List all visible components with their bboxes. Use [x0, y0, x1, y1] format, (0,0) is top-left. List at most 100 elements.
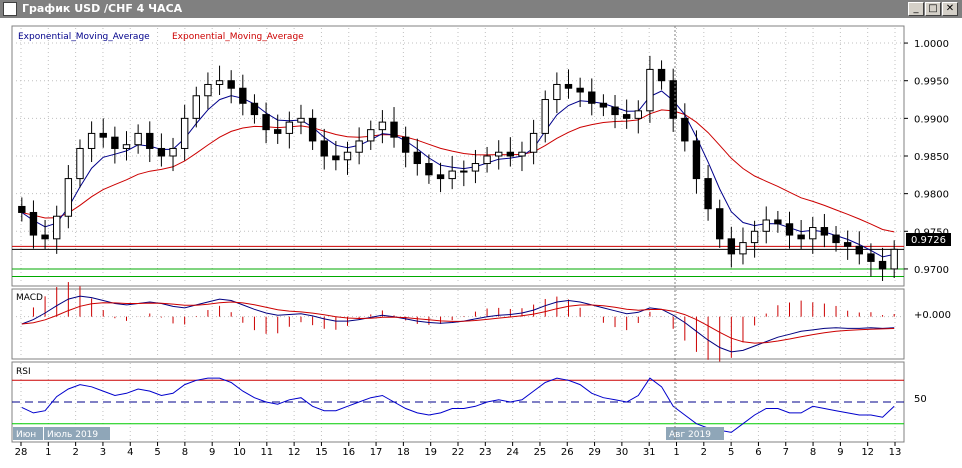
candle-body	[622, 114, 631, 119]
x-tick-label: 9	[837, 447, 843, 458]
ema-slow-line	[21, 109, 895, 233]
candle-body	[111, 136, 119, 149]
candle-body	[774, 219, 782, 225]
candle-body	[157, 147, 166, 157]
candle-body	[820, 227, 829, 236]
y-tick-label: 0.9950	[914, 77, 949, 88]
x-tick-label: 13	[889, 447, 902, 458]
ema-fast-line	[21, 90, 895, 258]
rsi-panel[interactable]: RSI 50	[11, 361, 927, 443]
price-panel[interactable]: 1.00000.99500.99000.98500.98000.97500.97…	[11, 25, 951, 287]
x-tick-label: 10	[233, 447, 246, 458]
candle-body	[227, 80, 235, 89]
candle-body	[180, 117, 189, 149]
month-tag-july-bg	[44, 427, 110, 440]
x-axis-ticks: 28 1 2 3 4 5 8 9 10 11 12 15 16 17 18 19 22 23 24 25 26 29 30 3…	[15, 442, 902, 458]
x-tick-label: 26	[561, 447, 574, 458]
candle-body	[378, 121, 387, 131]
candle-body	[878, 260, 887, 270]
candles	[18, 55, 898, 281]
x-tick-label: 8	[182, 447, 188, 458]
legend-ema-slow: Exponential_Moving_Average	[172, 32, 304, 42]
month-tag-june: Июн	[16, 430, 36, 440]
candle-body	[390, 121, 398, 138]
x-tick-label: 2	[701, 447, 707, 458]
candle-body	[657, 68, 666, 82]
candle-body	[692, 140, 701, 180]
candle-body	[553, 83, 561, 101]
x-tick-label: 5	[728, 447, 734, 458]
x-tick-label: 5	[154, 447, 160, 458]
candle-body	[122, 144, 131, 149]
candle-body	[99, 132, 107, 138]
candle-body	[448, 170, 456, 180]
candle-body	[890, 248, 898, 270]
x-tick-label: 9	[209, 447, 215, 458]
restore-button[interactable]: □	[925, 2, 941, 16]
rsi-line	[21, 377, 895, 433]
y-tick-label: 1.0000	[914, 39, 949, 50]
y-tick-label: 0.9700	[914, 265, 949, 276]
current-price-label: 0.9726	[911, 235, 946, 246]
candle-body	[681, 117, 689, 142]
x-tick-label: 4	[127, 447, 133, 458]
chart-svg[interactable]: 1.00000.99500.99000.98500.98000.97500.97…	[0, 18, 962, 468]
y-tick-label: 0.9850	[914, 152, 949, 163]
candle-body	[355, 140, 363, 153]
candle-body	[239, 87, 247, 104]
close-button[interactable]: ✕	[942, 2, 958, 16]
candle-body	[576, 87, 584, 93]
x-tick-label: 12	[288, 447, 301, 458]
chart-canvas[interactable]: 1.0000 0.9950 0.9900 0.9850 0.9800 0.9750 0.97…	[0, 18, 962, 468]
x-tick-label: 19	[424, 447, 437, 458]
current-price-tag	[906, 233, 951, 246]
month-tag-july: Июль 2019	[47, 430, 98, 440]
x-tick-label: 15	[315, 447, 328, 458]
candle-body	[332, 155, 340, 161]
candle-body	[460, 170, 468, 173]
candle-body	[53, 215, 61, 240]
window-titlebar[interactable]: График USD /CHF 4 ЧАСА _ □ ✕	[0, 0, 962, 18]
x-tick-label: 24	[506, 447, 519, 458]
candle-body	[343, 151, 352, 161]
x-tick-label: 2	[72, 447, 78, 458]
rsi-mid-tick: 50	[914, 394, 927, 405]
candle-body	[64, 178, 73, 217]
x-tick-label: 18	[397, 447, 410, 458]
x-tick-label: 6	[755, 447, 761, 458]
x-tick-label: 8	[810, 447, 816, 458]
candle-body	[495, 151, 503, 157]
month-tag-august-bg	[666, 427, 724, 440]
candle-body	[250, 102, 259, 116]
x-tick-label: 1	[673, 447, 679, 458]
x-tick-label: 29	[588, 447, 601, 458]
month-tag-june-bg	[13, 427, 43, 440]
x-tick-label: 25	[534, 447, 547, 458]
candle-body	[599, 102, 608, 108]
macd-panel[interactable]: MACD +0.000	[11, 282, 951, 363]
candle-body	[634, 110, 642, 119]
month-tag-august: Авг 2019	[669, 430, 711, 440]
candle-body	[18, 205, 26, 213]
candle-body	[809, 227, 817, 240]
minimize-button[interactable]: _	[908, 2, 924, 16]
x-tick-label: 11	[260, 447, 273, 458]
candle-body	[425, 163, 433, 176]
y-tick-label: 0.9800	[914, 190, 949, 201]
candle-body	[413, 151, 421, 165]
candle-body	[727, 238, 736, 255]
candle-body	[506, 151, 515, 157]
candle-body	[146, 132, 154, 149]
macd-label: MACD	[16, 293, 43, 303]
candle-body	[76, 147, 84, 180]
y-tick-label: 0.9900	[914, 114, 949, 125]
legend-ema-fast: Exponential_Moving_Average	[18, 32, 150, 42]
candle-body	[483, 155, 491, 165]
x-tick-label: 7	[783, 447, 789, 458]
x-tick-label: 17	[370, 447, 383, 458]
candle-body	[436, 174, 445, 180]
candle-body	[297, 117, 305, 123]
candle-body	[750, 230, 759, 244]
chart-window-icon	[3, 2, 17, 16]
candle-body	[646, 68, 654, 112]
